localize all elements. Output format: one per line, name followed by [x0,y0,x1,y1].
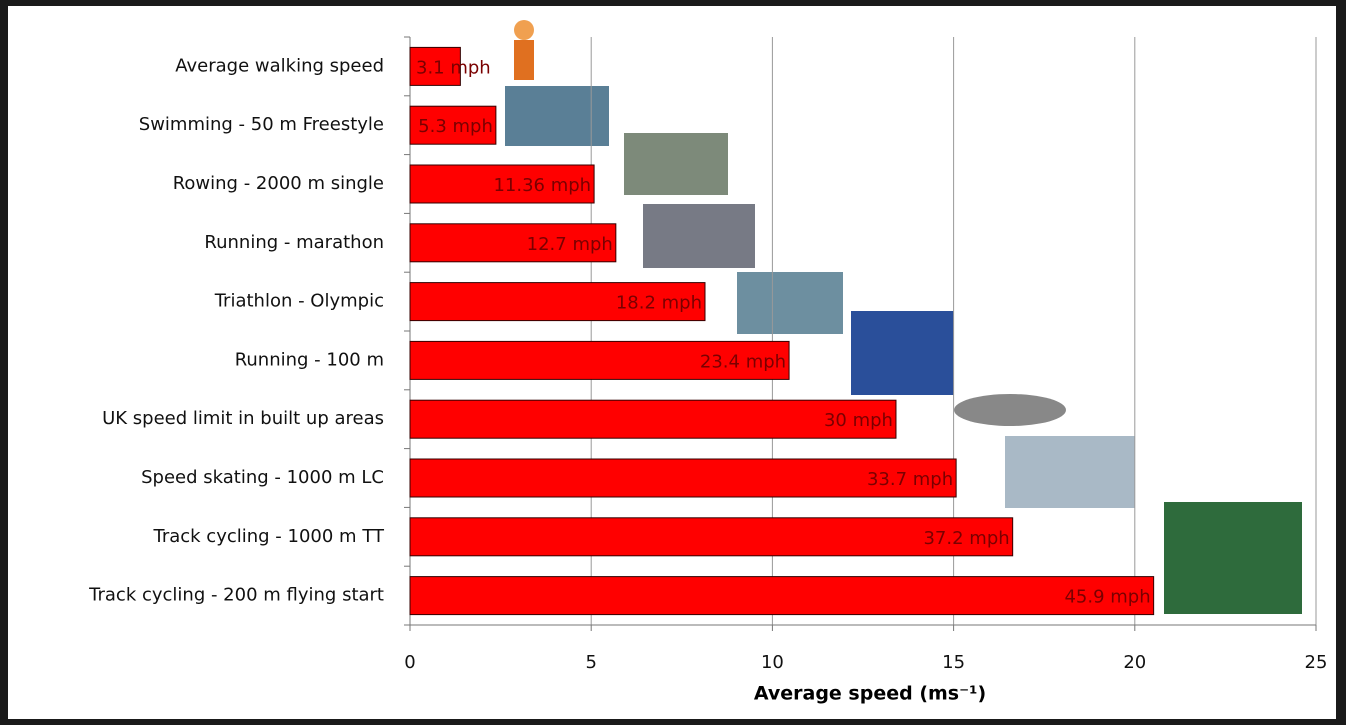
y-tick-label: Triathlon - Olympic [214,291,384,312]
data-label: 23.4 mph [700,351,786,372]
bar [409,164,595,204]
bar [409,282,706,322]
y-tick-label: Speed skating - 1000 m LC [141,467,384,488]
bar [409,399,897,439]
x-tick-label: 15 [942,652,965,673]
y-tick-label: Running - 100 m [235,349,384,370]
bar [409,46,461,86]
data-label: 37.2 mph [923,528,1009,549]
data-label: 12.7 mph [527,234,613,255]
photo [643,204,755,268]
x-tick-label: 20 [1123,652,1146,673]
y-tick-label: Track cycling - 200 m flying start [88,585,384,606]
photo [505,86,609,146]
data-label: 5.3 mph [418,116,493,137]
photo [1005,436,1135,508]
bar [409,340,790,380]
photo [624,133,728,195]
x-axis-title: Average speed (ms⁻¹) [754,683,986,705]
x-tick-label: 0 [404,652,415,673]
data-label: 30 mph [824,410,893,431]
bar [409,576,1155,616]
walker [514,20,534,40]
y-tick-label: UK speed limit in built up areas [102,408,384,429]
bar [409,517,1014,557]
data-label: 11.36 mph [493,175,591,196]
data-label: 33.7 mph [867,469,953,490]
data-label: 3.1 mph [416,57,491,78]
car [954,394,1066,426]
pictures [505,20,1302,614]
y-tick-label: Track cycling - 1000 m TT [152,526,385,547]
photo [1164,502,1302,614]
photo [851,311,954,395]
x-tick-label: 25 [1305,652,1328,673]
x-tick-label: 5 [585,652,596,673]
bar [409,458,957,498]
bar [409,223,617,263]
photo [737,272,843,334]
walker [514,40,534,80]
y-tick-label: Swimming - 50 m Freestyle [139,114,384,135]
y-tick-label: Running - marathon [204,232,384,253]
y-tick-label: Average walking speed [175,55,384,76]
y-tick-label: Rowing - 2000 m single [173,173,384,194]
bar [409,105,497,145]
chart: Average speed (ms⁻¹) 0 5 10 15 20 25 Average w… [88,20,1328,705]
data-label: 18.2 mph [616,293,702,314]
x-tick-label: 10 [761,652,784,673]
data-label: 45.9 mph [1064,587,1150,608]
frame: Average speed (ms⁻¹) 0 5 10 15 20 25 Average w… [8,6,1336,719]
